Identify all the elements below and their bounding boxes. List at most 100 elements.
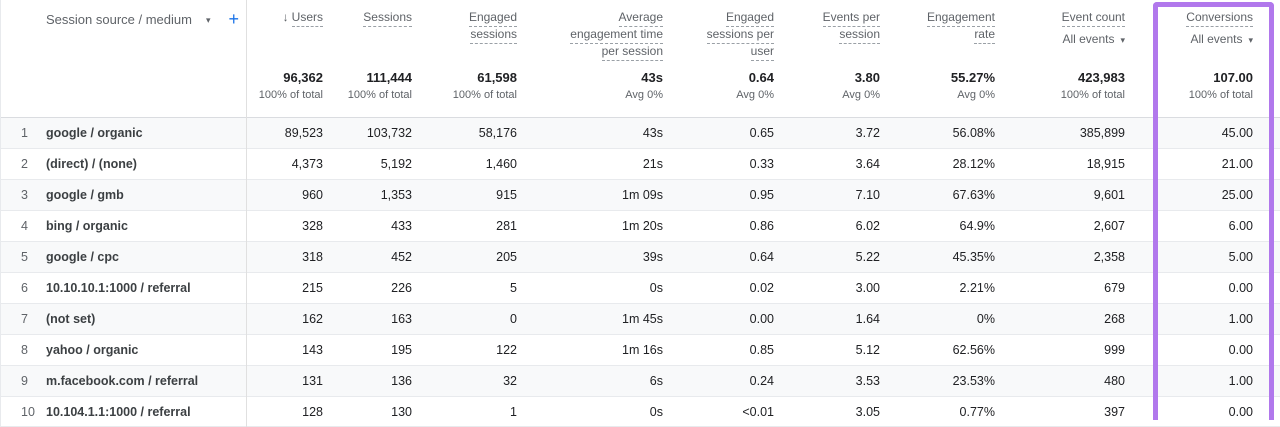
cell-engagement-rate: 23.53% xyxy=(952,374,995,388)
total-conversions: 107.00 100% of total xyxy=(1125,62,1280,117)
cell-sessions: 103,732 xyxy=(366,126,412,140)
table-row: 5 google / cpc 318 452 205 39s 0.64 5.22 45.35% 2… xyxy=(1,241,1280,272)
cell-event-count: 18,915 xyxy=(1086,157,1125,171)
row-source-medium: (not set) xyxy=(46,312,96,326)
total-value: 96,362 xyxy=(283,70,323,85)
cell-events-per-session: 3.05 xyxy=(855,404,880,419)
column-header-users[interactable]: ↓ Users xyxy=(246,0,323,62)
add-dimension-button[interactable]: + xyxy=(228,9,239,29)
total-value: 55.27% xyxy=(950,70,995,85)
column-label: Average engagement time per session xyxy=(570,10,663,61)
column-header-event-count[interactable]: Event count All events ▾ xyxy=(995,0,1125,62)
total-subtext: 100% of total xyxy=(1060,89,1125,101)
cell-engaged-sessions: 58,176 xyxy=(478,126,517,140)
cell-engagement-rate: 56.08% xyxy=(952,126,995,140)
cell-users: 318 xyxy=(302,250,323,264)
column-label: Event count xyxy=(1061,10,1125,27)
chevron-down-icon[interactable]: ▾ xyxy=(205,15,211,25)
cell-engagement-rate: 28.12% xyxy=(952,157,995,171)
row-source-medium: yahoo / organic xyxy=(46,343,139,357)
column-header-engaged-sessions[interactable]: Engaged sessions xyxy=(412,0,517,62)
cell-avg-engagement-time-per-session: 1m 09s xyxy=(622,188,663,202)
cell-events-per-session: 3.00 xyxy=(855,281,880,295)
table-row: 8 yahoo / organic 143 195 122 1m 16s 0.85 5.12 6… xyxy=(1,334,1280,365)
cell-engaged-sessions: 281 xyxy=(496,219,517,233)
cell-engaged-sessions: 5 xyxy=(510,281,517,295)
cell-conversions: 1.00 xyxy=(1228,312,1253,326)
row-source-medium: google / cpc xyxy=(46,250,119,264)
cell-engaged-sessions-per-user: 0.85 xyxy=(749,343,774,357)
row-dimension-cell: 4 bing / organic xyxy=(1,211,246,241)
total-value: 43s xyxy=(641,70,663,85)
table-row: 1 google / organic 89,523 103,732 58,176 43s 0… xyxy=(1,117,1280,148)
row-number: 10 xyxy=(21,404,35,419)
cell-avg-engagement-time-per-session: 39s xyxy=(642,250,663,264)
column-header-engaged-sessions-per-user[interactable]: Engaged sessions per user xyxy=(663,0,774,62)
column-header-sessions[interactable]: Sessions xyxy=(323,0,412,62)
cell-sessions: 1,353 xyxy=(380,188,412,202)
cell-conversions: 0.00 xyxy=(1228,343,1253,357)
dimension-header: Session source / medium ▾ + xyxy=(1,0,246,62)
total-value: 61,598 xyxy=(477,70,517,85)
cell-engaged-sessions-per-user: 0.64 xyxy=(749,250,774,264)
cell-event-count: 999 xyxy=(1104,343,1125,357)
column-header-engagement-rate[interactable]: Engagement rate xyxy=(880,0,995,62)
cell-events-per-session: 3.64 xyxy=(855,157,880,171)
cell-engaged-sessions: 122 xyxy=(496,343,517,357)
cell-engaged-sessions-per-user: <0.01 xyxy=(742,404,774,419)
column-header-events-per-session[interactable]: Events per session xyxy=(774,0,880,62)
cell-avg-engagement-time-per-session: 43s xyxy=(642,126,663,140)
cell-users: 143 xyxy=(302,343,323,357)
table-row: 10 10.104.1.1:1000 / referral 128 130 1 0s <0.… xyxy=(1,396,1280,427)
row-dimension-cell: 7 (not set) xyxy=(1,304,246,334)
cell-event-count: 268 xyxy=(1104,312,1125,326)
cell-engaged-sessions: 1,460 xyxy=(485,157,517,171)
cell-event-count: 679 xyxy=(1104,281,1125,295)
cell-engaged-sessions: 915 xyxy=(496,188,517,202)
row-source-medium: (direct) / (none) xyxy=(46,157,137,171)
table-totals-row: 96,362 100% of total 111,444 100% of total 6… xyxy=(1,62,1280,117)
cell-engaged-sessions: 0 xyxy=(510,312,517,326)
total-users: 96,362 100% of total xyxy=(246,62,323,117)
row-number: 7 xyxy=(21,312,28,326)
cell-conversions: 25.00 xyxy=(1221,188,1253,202)
cell-users: 131 xyxy=(302,374,323,388)
row-number: 4 xyxy=(21,219,28,233)
cell-events-per-session: 3.72 xyxy=(855,126,880,140)
total-avg-engagement-time-per-session: 43s Avg 0% xyxy=(517,62,663,117)
column-label: Engaged sessions xyxy=(468,10,517,44)
cell-engaged-sessions: 205 xyxy=(496,250,517,264)
total-value: 3.80 xyxy=(854,70,880,85)
cell-engagement-rate: 0.77% xyxy=(959,404,995,419)
total-value: 423,983 xyxy=(1078,70,1125,85)
cell-engaged-sessions-per-user: 0.02 xyxy=(749,281,774,295)
row-source-medium: m.facebook.com / referral xyxy=(46,374,199,388)
dimension-selector[interactable]: Session source / medium xyxy=(46,12,192,27)
cell-avg-engagement-time-per-session: 1m 20s xyxy=(622,219,663,233)
cell-engaged-sessions: 1 xyxy=(510,404,517,419)
cell-users: 4,373 xyxy=(291,157,323,171)
cell-avg-engagement-time-per-session: 1m 45s xyxy=(622,312,663,326)
row-dimension-cell: 3 google / gmb xyxy=(1,180,246,210)
cell-sessions: 433 xyxy=(391,219,412,233)
row-source-medium: bing / organic xyxy=(46,219,128,233)
column-header-avg-engagement-time-per-session[interactable]: Average engagement time per session xyxy=(517,0,663,62)
cell-events-per-session: 5.12 xyxy=(855,343,880,357)
column-header-conversions[interactable]: Conversions All events ▾ xyxy=(1125,0,1280,62)
table-row: 3 google / gmb 960 1,353 915 1m 09s 0.95 7.10 67… xyxy=(1,179,1280,210)
column-filter-event-count[interactable]: All events ▾ xyxy=(995,32,1125,46)
row-dimension-cell: 10 10.104.1.1:1000 / referral xyxy=(1,397,246,426)
row-number: 8 xyxy=(21,343,28,357)
row-number: 6 xyxy=(21,281,28,295)
total-engagement-rate: 55.27% Avg 0% xyxy=(880,62,995,117)
cell-users: 162 xyxy=(302,312,323,326)
cell-engaged-sessions-per-user: 0.33 xyxy=(749,157,774,171)
cell-users: 215 xyxy=(302,281,323,295)
cell-engaged-sessions-per-user: 0.65 xyxy=(749,126,774,140)
cell-sessions: 226 xyxy=(391,281,412,295)
column-filter-conversions[interactable]: All events ▾ xyxy=(1125,32,1253,46)
total-subtext: 100% of total xyxy=(452,89,517,101)
total-subtext: 100% of total xyxy=(347,89,412,101)
cell-avg-engagement-time-per-session: 0s xyxy=(649,404,663,419)
